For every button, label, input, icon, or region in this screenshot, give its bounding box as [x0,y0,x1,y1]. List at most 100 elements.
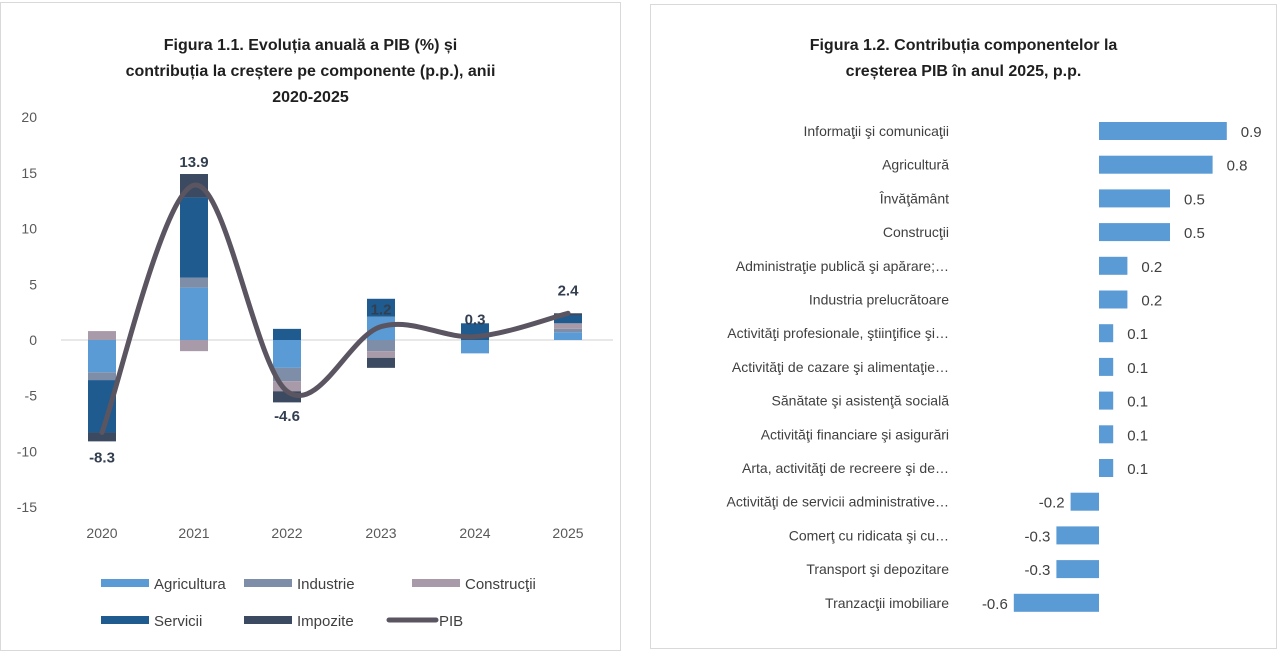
title-line: Figura 1.1. Evoluția anuală a PIB (%) și [163,37,458,54]
bar-segment-industrie [273,367,301,382]
x-tick-label: 2022 [271,525,302,541]
legend-label: PIB [439,613,463,630]
category-label: Sănătate şi asistenţă socială [772,393,950,409]
category-label: Activităţi de cazare şi alimentaţie… [732,359,949,375]
bar-segment-industrie [88,372,116,381]
bar [1099,290,1128,309]
category-label: Administraţie publică şi apărare;… [736,258,949,274]
y-tick-label: 20 [21,109,37,125]
chart-title: Figura 1.1. Evoluția anuală a PIB (%) și… [1,33,620,111]
y-tick-label: 10 [21,221,37,237]
figure-1-1-panel: Figura 1.1. Evoluția anuală a PIB (%) și… [0,2,621,651]
bar [1070,492,1099,511]
category-label: Construcţii [883,224,949,240]
bar-segment-industrie [554,328,582,333]
bar-segment-servicii [180,197,208,278]
x-tick-label: 2021 [178,525,209,541]
legend-label: Servicii [154,613,202,630]
category-label: Transport şi depozitare [806,561,949,577]
bar-segment-impozite [273,391,301,403]
data-label: 0.5 [1184,191,1205,208]
category-label: Activităţi de servicii administrative… [726,494,949,510]
legend-label: Impozite [297,613,354,630]
bar [1056,560,1099,579]
bar-segment-servicii [273,328,301,340]
title-line: Figura 1.2. Contribuția componentelor la [809,37,1118,54]
bar-segment-agricultura [273,340,301,368]
title-line: contribuția la creștere pe componente (p… [125,63,496,80]
bar [1099,357,1114,376]
legend-swatch [101,579,149,587]
legend-label: Agricultura [154,576,226,593]
chart-title: Figura 1.2. Contribuția componentelor la… [651,33,1276,85]
data-label: 0.9 [1241,124,1262,141]
data-label: -0.3 [1025,528,1051,545]
bar [1099,425,1114,444]
legend-item-agricultura: Agricultura [101,576,226,593]
component-contribution-chart: Informaţii şi comunicaţii 0.9 Agricultură 0… [726,122,1262,613]
bar-segment-servicii [367,298,395,317]
pib-data-label: -8.3 [89,449,115,466]
data-label: 0.2 [1141,293,1162,310]
bar [1099,155,1213,174]
y-tick-label: -10 [17,443,37,459]
data-label: -0.3 [1025,562,1051,579]
bar-segment-construcţii [367,351,395,358]
pib-data-label: -4.6 [274,408,300,425]
bar-segment-agricultura [554,332,582,340]
pib-data-label: 1.2 [371,302,392,319]
bar [1056,526,1099,545]
bar [1099,256,1128,275]
bar-segment-agricultura [180,287,208,340]
legend-item-impozite: Impozite [244,613,354,630]
pib-data-label: 2.4 [558,282,580,299]
data-label: 0.1 [1127,461,1148,478]
bar [1099,223,1170,242]
data-label: 0.2 [1141,259,1162,276]
bar-segment-industrie [180,277,208,288]
category-label: Tranzacţii imobiliare [825,595,949,611]
legend-swatch [244,579,292,587]
data-label: 0.1 [1127,326,1148,343]
data-label: 0.8 [1227,158,1248,175]
title-line: creșterea PIB în anul 2025, p.p. [845,63,1082,80]
bar-segment-construcţii [88,331,116,340]
bar-segment-agricultura [461,340,489,354]
bar-segment-impozite [367,357,395,368]
category-label: Industria prelucrătoare [809,292,949,308]
bar [1099,189,1170,208]
y-tick-label: 15 [21,165,37,181]
figure-1-2-panel: Figura 1.2. Contribuția componentelor la… [650,4,1277,649]
category-label: Agricultură [882,157,949,173]
bar-segment-industrie [367,340,395,352]
x-tick-label: 2023 [365,525,396,541]
category-label: Activităţi financiare şi asigurări [761,426,949,442]
pib-data-label: 13.9 [179,154,208,171]
category-label: Informaţii şi comunicaţii [804,123,950,139]
legend-swatch [101,616,149,624]
bar-segment-construcţii [180,340,208,352]
bar-segment-servicii [554,315,582,324]
y-tick-label: 5 [29,276,37,292]
data-label: 0.1 [1127,427,1148,444]
legend-item-servicii: Servicii [101,613,202,630]
category-label: Învăţământ [879,190,949,206]
legend-label: Industrie [297,576,355,593]
pib-line [99,182,571,435]
data-label: 0.1 [1127,394,1148,411]
bar [1099,122,1227,140]
bar [1013,593,1099,612]
legend-swatch [244,616,292,624]
bar-segment-construcţii [554,323,582,329]
data-label: -0.2 [1039,495,1065,512]
title-line: 2020-2025 [272,89,349,106]
legend-item-pib: PIB [386,613,463,630]
bar-segment-impozite [88,432,116,442]
category-label: Activităţi profesionale, ştiinţifice şi… [727,325,949,341]
bar-segment-agricultura [88,340,116,373]
bar [1099,391,1114,410]
category-label: Arta, activităţi de recreere şi de… [742,460,949,476]
y-tick-label: -15 [17,499,37,515]
legend-label: Construcţii [465,576,536,593]
